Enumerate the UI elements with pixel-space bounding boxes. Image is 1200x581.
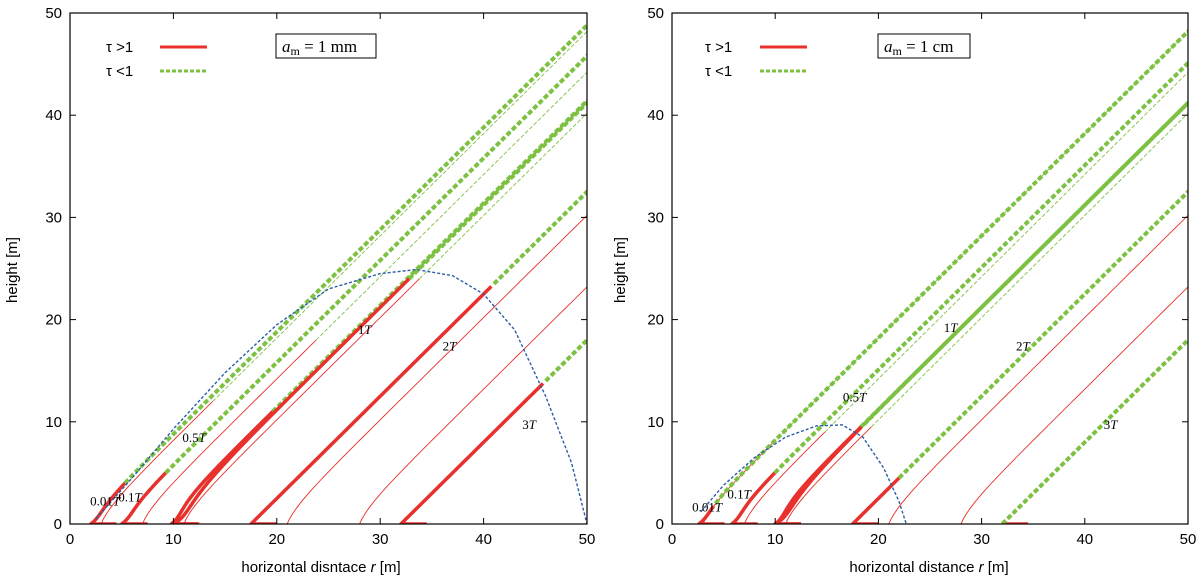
y-tick-label: 30 (45, 209, 62, 226)
trajectory-0.5T-opaque (169, 410, 274, 524)
thin-trajectory-transparent (315, 71, 587, 341)
curve-label-2T: 2T (443, 338, 458, 353)
thin-trajectory-transparent (824, 71, 1188, 433)
thin-trajectory-opaque (183, 278, 420, 524)
axes-frame (69, 12, 588, 525)
thin-trajectory-opaque (141, 339, 317, 524)
trajectory-2T-opaque (249, 285, 493, 524)
x-tick-label: 10 (165, 531, 182, 548)
trajectory-2T-opaque (850, 476, 901, 524)
x-tick-label: 10 (767, 531, 784, 548)
legend-opaque-label: τ >1 (106, 39, 133, 56)
thin-trajectory-opaque (100, 401, 214, 524)
y-tick-label: 0 (656, 516, 664, 533)
trajectory-1T-transparent (407, 100, 587, 281)
y-tick-label: 20 (45, 312, 62, 329)
trajectory-3T-transparent (544, 337, 587, 383)
y-tick-label: 30 (647, 209, 664, 226)
x-tick-label: 40 (475, 531, 492, 548)
legend-opaque-label: τ >1 (705, 39, 732, 56)
x-tick-label: 30 (372, 531, 389, 548)
x-tick-label: 40 (1076, 531, 1093, 548)
y-tick-label: 40 (45, 107, 62, 124)
panel-1cm: height [m] horizontal distance r [m] 0.0… (612, 5, 1197, 576)
y-tick-label: 50 (45, 5, 62, 22)
curve-label-0.01T: 0.01T (692, 500, 723, 515)
y-tick-label: 10 (45, 414, 62, 431)
panel-title: am = 1 mm (282, 37, 357, 58)
curve-label-0.01T: 0.01T (90, 494, 121, 509)
thin-trajectory-transparent (212, 30, 587, 402)
trajectory-0.01T-transparent (123, 22, 587, 485)
curve-label-2T: 2T (1016, 338, 1031, 353)
trajectory-1T-opaque (773, 425, 863, 524)
title-box: am = 1 cm (877, 33, 971, 59)
thin-trajectory-opaque (960, 286, 1188, 524)
plot-area (88, 13, 864, 524)
trajectory-1T-opaque (171, 277, 411, 524)
thin-trajectory-transparent (709, 13, 864, 166)
thin-trajectory-transparent (419, 112, 587, 280)
legend-transparent-label: τ <1 (705, 63, 732, 80)
trajectory-0.1T-opaque (730, 471, 777, 524)
trajectory-2T-transparent (492, 189, 587, 286)
curve-label-0.1T: 0.1T (118, 490, 142, 505)
curve-label-3T: 3T (522, 417, 537, 432)
y-tick-label: 0 (54, 516, 62, 533)
x-tick-label: 0 (66, 531, 74, 548)
thin-trajectory-transparent (870, 112, 1188, 428)
thin-trajectory-opaque (785, 426, 872, 524)
trajectory-3T-opaque (399, 382, 545, 524)
x-tick-label: 50 (1180, 531, 1197, 548)
thin-trajectory-opaque (286, 214, 587, 524)
trajectory-0.1T-transparent (773, 60, 1188, 475)
x-axis-label: horizontal distance r [m] (849, 559, 1008, 576)
tau-unity-boundary (700, 424, 907, 524)
y-axis-label: height [m] (612, 237, 629, 303)
x-tick-label: 50 (579, 531, 596, 548)
panel-1mm: height [m] horizontal disntace r [m] 0.0… (4, 5, 864, 576)
trajectory-0.1T-opaque (119, 471, 167, 524)
legend-transparent-label: τ <1 (106, 63, 133, 80)
trajectory-0.1T-transparent (164, 53, 587, 475)
trajectory-0.01T-transparent (713, 28, 1188, 505)
trajectory-0.5T-transparent (859, 100, 1188, 429)
x-tick-label: 20 (870, 531, 887, 548)
y-tick-label: 40 (647, 107, 664, 124)
y-tick-label: 50 (647, 5, 664, 22)
axes-frame (671, 12, 1189, 525)
title-box: am = 1 mm (275, 33, 377, 59)
thin-trajectory-opaque (888, 214, 1188, 524)
y-axis-label: height [m] (4, 237, 21, 303)
trajectory-3T-transparent (1000, 337, 1188, 524)
curve-label-0.5T: 0.5T (182, 430, 206, 445)
legend: τ >1 τ <1 (705, 39, 807, 80)
curve-label-0.1T: 0.1T (727, 486, 751, 501)
y-tick-label: 10 (647, 414, 664, 431)
thin-trajectory-transparent (637, 13, 792, 166)
plot-area (697, 28, 1188, 524)
y-tick-label: 20 (647, 312, 664, 329)
x-axis-label: horizontal disntace r [m] (241, 559, 400, 576)
x-tick-label: 0 (668, 531, 676, 548)
legend: τ >1 τ <1 (106, 39, 207, 80)
curve-label-3T: 3T (1104, 417, 1119, 432)
tau-unity-boundary (95, 268, 587, 524)
thin-trajectory-opaque (743, 431, 826, 524)
trajectory-0.01T-opaque (697, 505, 725, 524)
thin-trajectory-opaque (359, 286, 587, 524)
trajectory-0.01T-opaque (88, 481, 127, 524)
trajectory-1T-transparent (862, 100, 1188, 426)
curve-label-1T: 1T (944, 320, 959, 335)
curve-label-1T: 1T (358, 322, 373, 337)
x-tick-label: 20 (268, 531, 285, 548)
panel-title: am = 1 cm (884, 37, 953, 58)
curve-label-0.5T: 0.5T (843, 389, 867, 404)
x-tick-label: 30 (973, 531, 990, 548)
